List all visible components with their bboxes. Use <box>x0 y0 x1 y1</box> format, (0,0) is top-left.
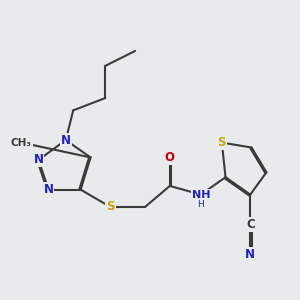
Text: N: N <box>245 248 255 260</box>
Text: O: O <box>165 151 175 164</box>
Text: S: S <box>106 200 115 214</box>
Text: C: C <box>246 218 255 231</box>
Text: N: N <box>61 134 71 147</box>
Text: S: S <box>218 136 226 149</box>
Text: N: N <box>34 153 44 167</box>
Text: N: N <box>44 183 53 196</box>
Text: CH₃: CH₃ <box>11 138 32 148</box>
Text: NH: NH <box>191 190 210 200</box>
Text: H: H <box>197 200 204 209</box>
